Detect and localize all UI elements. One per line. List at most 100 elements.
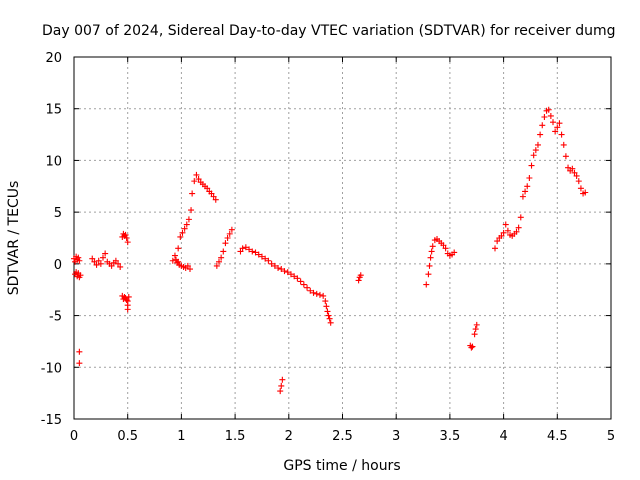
data-point <box>558 131 565 138</box>
data-point <box>175 258 182 265</box>
data-point <box>252 249 259 256</box>
data-point <box>577 185 584 192</box>
data-point <box>242 244 249 251</box>
data-point <box>524 183 531 190</box>
data-point <box>179 229 186 236</box>
data-point <box>278 382 285 389</box>
y-tick-label: 10 <box>45 154 62 169</box>
data-point <box>532 147 539 154</box>
data-point <box>93 261 100 268</box>
data-point <box>502 221 509 228</box>
data-point <box>297 278 304 285</box>
x-tick-label: 2.5 <box>332 429 353 444</box>
data-point <box>287 271 294 278</box>
x-tick-label: 3 <box>392 429 400 444</box>
data-point <box>99 254 106 261</box>
data-point <box>177 233 184 240</box>
data-point <box>284 269 291 276</box>
data-point <box>183 221 190 228</box>
data-point <box>125 293 132 300</box>
y-axis-label: SDTVAR / TECUs <box>6 181 22 296</box>
x-tick-label: 4.5 <box>547 429 568 444</box>
data-point <box>468 344 475 351</box>
data-point <box>278 266 285 273</box>
data-point <box>526 175 533 182</box>
data-point <box>77 272 84 279</box>
data-point <box>268 260 275 267</box>
chart-title: Day 007 of 2024, Sidereal Day-to-day VTE… <box>42 23 616 39</box>
data-point <box>102 250 109 257</box>
data-point <box>300 281 307 288</box>
grid-lines <box>74 57 611 419</box>
data-point <box>294 275 301 282</box>
data-point <box>575 178 582 185</box>
data-point <box>208 190 215 197</box>
data-point <box>226 230 233 237</box>
data-point <box>275 264 282 271</box>
data-point <box>228 226 235 233</box>
x-axis-label: GPS time / hours <box>283 458 400 474</box>
data-point <box>545 106 552 113</box>
data-points <box>71 106 589 395</box>
data-point <box>115 260 122 267</box>
data-point <box>534 141 541 148</box>
data-point <box>277 388 284 395</box>
y-tick-label: 0 <box>54 258 62 273</box>
data-point <box>426 262 433 269</box>
y-tick-label: -5 <box>49 310 62 325</box>
data-point <box>171 252 178 259</box>
data-point <box>320 292 327 299</box>
data-point <box>569 165 576 172</box>
data-point <box>522 188 529 195</box>
data-point <box>117 263 124 270</box>
data-point <box>304 284 311 291</box>
data-point <box>556 120 563 127</box>
data-point <box>471 331 478 338</box>
y-tick-label: 20 <box>45 51 62 66</box>
data-point <box>123 297 130 304</box>
data-point <box>473 321 480 328</box>
data-point <box>95 257 102 264</box>
data-point <box>271 262 278 269</box>
data-point <box>562 153 569 160</box>
data-point <box>213 262 220 269</box>
data-point <box>571 169 578 176</box>
data-point <box>210 193 217 200</box>
data-point <box>310 289 317 296</box>
data-point <box>215 258 222 265</box>
data-point <box>541 113 548 120</box>
data-point <box>427 254 434 261</box>
data-point <box>76 348 83 355</box>
data-point <box>185 216 192 223</box>
data-point <box>515 224 522 231</box>
data-point <box>265 257 272 264</box>
data-point <box>423 281 430 288</box>
data-point <box>123 235 130 241</box>
data-point <box>517 214 524 221</box>
data-point <box>188 207 195 214</box>
data-point <box>582 189 589 196</box>
data-point <box>204 185 211 192</box>
data-point <box>258 253 265 260</box>
data-point <box>222 240 229 247</box>
data-point <box>76 257 83 264</box>
data-point <box>494 238 501 245</box>
data-point <box>218 254 225 261</box>
data-point <box>91 258 98 265</box>
data-point <box>492 245 499 252</box>
data-point <box>193 171 200 178</box>
data-point <box>469 343 476 350</box>
data-point <box>316 291 323 298</box>
data-point <box>440 242 447 249</box>
y-tick-label: 5 <box>54 206 62 221</box>
data-point <box>428 248 435 255</box>
data-point <box>279 376 286 383</box>
data-point <box>327 319 334 326</box>
y-tick-label: 15 <box>45 103 62 118</box>
x-tick-label: 1 <box>177 429 185 444</box>
data-point <box>239 245 246 252</box>
data-point <box>124 239 131 246</box>
y-tick-label: -10 <box>41 361 62 376</box>
